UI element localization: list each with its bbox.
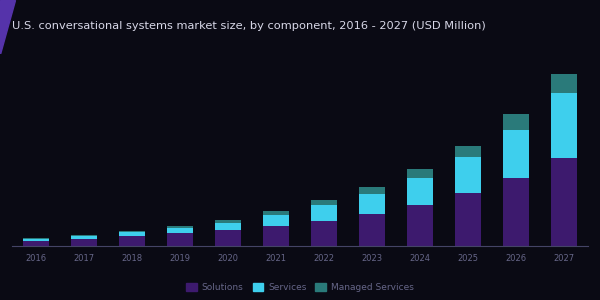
Bar	[71, 236, 97, 239]
Bar	[167, 226, 193, 228]
Bar	[119, 232, 145, 236]
Bar	[407, 169, 433, 178]
Bar	[263, 226, 289, 246]
Bar	[23, 241, 49, 246]
Bar	[23, 238, 49, 239]
Bar	[359, 214, 385, 246]
Polygon shape	[0, 0, 15, 54]
Bar	[407, 178, 433, 205]
Bar	[311, 206, 337, 220]
Bar	[23, 239, 49, 241]
Bar	[215, 223, 241, 230]
Bar	[503, 130, 529, 178]
Bar	[551, 158, 577, 246]
Bar	[407, 205, 433, 246]
Bar	[551, 74, 577, 93]
Bar	[359, 187, 385, 194]
Bar	[119, 230, 145, 232]
Bar	[71, 235, 97, 236]
Bar	[311, 200, 337, 206]
Bar	[503, 114, 529, 130]
Bar	[359, 194, 385, 214]
Bar	[119, 236, 145, 246]
Text: U.S. conversational systems market size, by component, 2016 - 2027 (USD Million): U.S. conversational systems market size,…	[12, 21, 486, 31]
Bar	[311, 220, 337, 246]
Bar	[551, 93, 577, 158]
Bar	[167, 233, 193, 246]
Bar	[455, 158, 481, 193]
Bar	[263, 211, 289, 215]
Bar	[215, 220, 241, 223]
Bar	[71, 239, 97, 246]
Bar	[503, 178, 529, 246]
Bar	[455, 146, 481, 158]
Bar	[455, 193, 481, 246]
Bar	[263, 215, 289, 226]
Bar	[167, 228, 193, 233]
Bar	[215, 230, 241, 246]
Legend: Solutions, Services, Managed Services: Solutions, Services, Managed Services	[183, 279, 417, 296]
